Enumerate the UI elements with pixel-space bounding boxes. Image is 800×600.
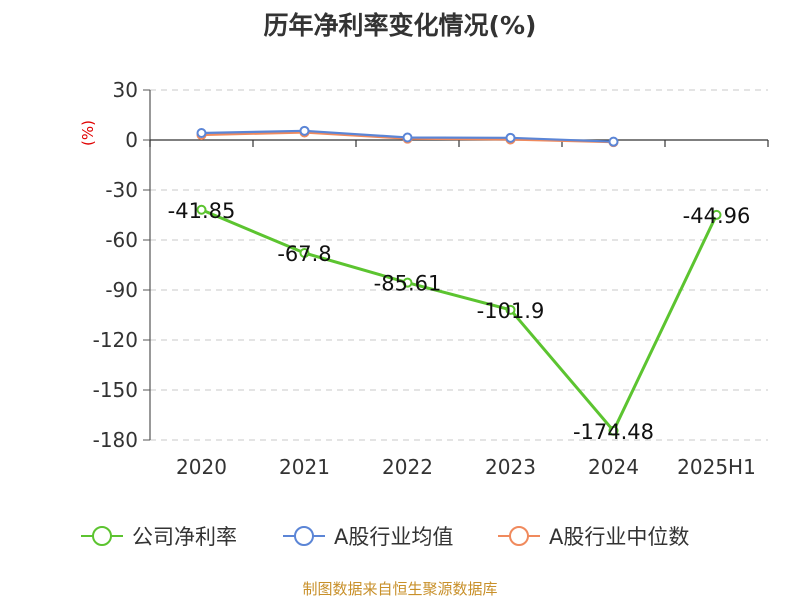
x-tick-label: 2023 — [485, 455, 536, 479]
data-label: -44.96 — [683, 204, 751, 228]
data-point — [608, 425, 619, 436]
x-tick-label: 2024 — [588, 455, 639, 479]
y-tick-label: -120 — [93, 328, 138, 352]
data-label: -101.9 — [477, 299, 545, 323]
data-point — [299, 248, 310, 258]
y-tick-label: -60 — [105, 228, 138, 252]
legend-item[interactable]: 公司净利率 — [80, 518, 237, 554]
x-tick-label: 2022 — [382, 455, 433, 479]
legend: 公司净利率 A股行业均值 A股行业中位数 — [0, 518, 800, 558]
y-tick-label: -150 — [93, 378, 138, 402]
data-point — [196, 204, 207, 215]
x-tick-label: 2025H1 — [677, 455, 756, 479]
y-tick-label: 0 — [125, 128, 138, 152]
data-label: -174.48 — [573, 420, 654, 444]
data-point — [505, 304, 516, 315]
data-label: -85.61 — [374, 272, 442, 296]
data-label: -41.85 — [168, 199, 236, 223]
chart-plot: 30 0 -30 -60 -90 -120 -150 -180 2020 2021 2022 2023… — [93, 78, 769, 479]
legend-label: 公司净利率 — [132, 525, 237, 549]
legend-marker-icon — [498, 526, 540, 546]
legend-label: A股行业中位数 — [549, 525, 690, 549]
y-tick-label: -180 — [93, 428, 138, 452]
y-tick-label: -90 — [105, 278, 138, 302]
data-point — [505, 132, 516, 143]
legend-marker-icon — [283, 526, 325, 546]
data-point — [196, 128, 207, 138]
legend-marker-icon — [81, 526, 123, 546]
series-line — [200, 208, 718, 433]
source-note: 制图数据来自恒生聚源数据库 — [302, 580, 498, 598]
legend-item[interactable]: A股行业均值 — [282, 518, 453, 554]
data-point — [711, 209, 722, 220]
data-point — [299, 125, 310, 136]
data-point — [402, 132, 413, 143]
y-tick-label: 30 — [113, 78, 138, 102]
legend-item[interactable]: A股行业中位数 — [497, 518, 689, 554]
data-point — [402, 277, 413, 288]
data-point — [608, 136, 619, 147]
legend-label: A股行业均值 — [334, 525, 454, 549]
x-tick-label: 2020 — [176, 455, 227, 479]
y-tick-label: -30 — [105, 178, 138, 202]
data-label: -67.8 — [277, 242, 331, 266]
x-tick-label: 2021 — [279, 455, 330, 479]
chart-title: 历年净利率变化情况(%) — [263, 11, 537, 40]
